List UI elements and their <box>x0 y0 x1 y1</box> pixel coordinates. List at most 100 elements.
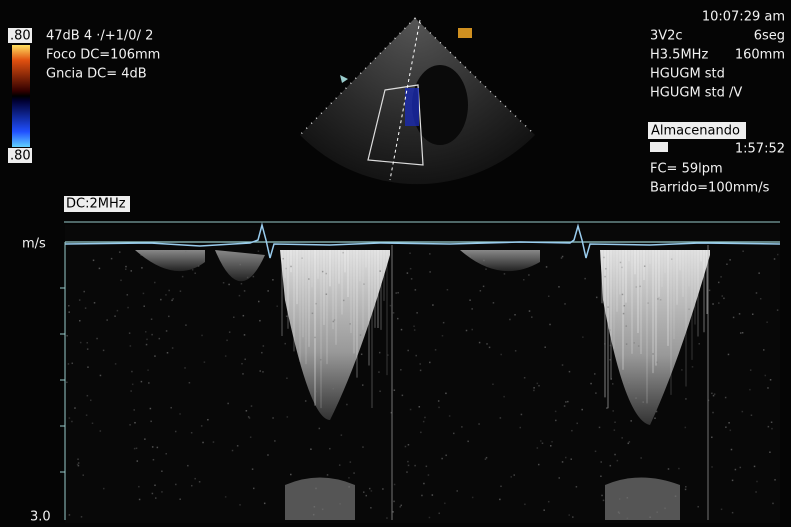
speckle <box>688 309 690 311</box>
speckle <box>379 391 381 393</box>
speckle <box>415 289 417 291</box>
speckle <box>117 310 119 312</box>
speckle <box>119 251 121 253</box>
speckle <box>594 373 596 375</box>
speckle <box>348 486 350 488</box>
speckle <box>140 254 142 256</box>
speckle <box>619 513 621 515</box>
speckle <box>343 300 345 302</box>
speckle <box>258 301 260 303</box>
speckle <box>647 302 649 304</box>
speckle <box>175 431 177 433</box>
speckle <box>225 355 227 357</box>
speckle <box>131 270 133 272</box>
speckle <box>614 429 616 431</box>
speckle <box>152 493 154 495</box>
speckle <box>362 384 364 386</box>
speckle <box>472 497 474 499</box>
speckle <box>68 305 70 307</box>
speckle <box>287 416 289 418</box>
speckle <box>184 367 186 369</box>
speckle <box>262 371 264 373</box>
speckle <box>165 294 167 296</box>
speckle <box>99 268 101 270</box>
speckle <box>106 319 108 321</box>
speckle <box>68 311 70 313</box>
speckle <box>264 503 266 505</box>
speckle <box>635 397 637 399</box>
speckle <box>322 509 324 511</box>
speckle <box>442 335 444 337</box>
speckle <box>771 428 773 430</box>
speckle <box>141 267 143 269</box>
speckle <box>274 440 276 442</box>
speckle <box>397 318 399 320</box>
speckle <box>138 486 140 488</box>
speckle <box>595 392 597 394</box>
speckle <box>362 446 364 448</box>
speckle <box>628 382 630 384</box>
speckle <box>546 266 548 268</box>
speckle <box>131 371 133 373</box>
speckle <box>405 446 407 448</box>
speckle <box>267 454 269 456</box>
speckle <box>708 400 710 402</box>
speckle <box>774 258 776 260</box>
speckle <box>339 464 341 466</box>
status-label: Almacenando <box>651 124 740 139</box>
speckle <box>509 319 511 321</box>
speckle <box>253 488 255 490</box>
speckle <box>346 404 348 406</box>
speckle <box>730 430 732 432</box>
speckle <box>728 422 730 424</box>
speckle <box>620 262 622 264</box>
speckle <box>414 329 416 331</box>
speckle <box>143 293 145 295</box>
speckle <box>175 484 177 486</box>
speckle <box>171 300 173 302</box>
speckle <box>765 375 767 377</box>
speckle <box>595 451 597 453</box>
speckle <box>394 389 396 391</box>
speckle <box>79 299 81 301</box>
speckle <box>537 383 539 385</box>
speckle <box>681 369 683 371</box>
speckle <box>72 363 74 365</box>
depth: 160mm <box>735 48 785 63</box>
speckle <box>120 280 122 282</box>
speckle <box>161 491 163 493</box>
speckle <box>94 302 96 304</box>
speckle <box>537 447 539 449</box>
speckle <box>213 441 215 443</box>
speckle <box>253 255 255 257</box>
speckle <box>327 474 329 476</box>
speckle <box>308 278 310 280</box>
speckle <box>562 461 564 463</box>
speckle <box>201 335 203 337</box>
speckle <box>313 514 315 516</box>
speckle <box>445 455 447 457</box>
speckle <box>182 276 184 278</box>
speckle <box>87 395 89 397</box>
speckle <box>550 445 552 447</box>
speckle <box>407 272 409 274</box>
speckle <box>141 381 143 383</box>
speckle <box>486 457 488 459</box>
speckle <box>752 314 754 316</box>
speckle <box>576 486 578 488</box>
duration: 6seg <box>754 29 785 44</box>
speckle <box>192 269 194 271</box>
speckle <box>763 349 765 351</box>
speckle <box>226 340 228 342</box>
speckle <box>395 292 397 294</box>
speckle <box>244 334 246 336</box>
speckle <box>503 396 505 398</box>
speckle <box>469 256 471 257</box>
speckle <box>444 503 446 505</box>
speckle <box>499 499 501 501</box>
speckle <box>369 488 371 490</box>
speckle <box>168 290 170 292</box>
speckle <box>100 430 102 432</box>
speckle <box>711 393 713 395</box>
speckle <box>712 412 714 414</box>
